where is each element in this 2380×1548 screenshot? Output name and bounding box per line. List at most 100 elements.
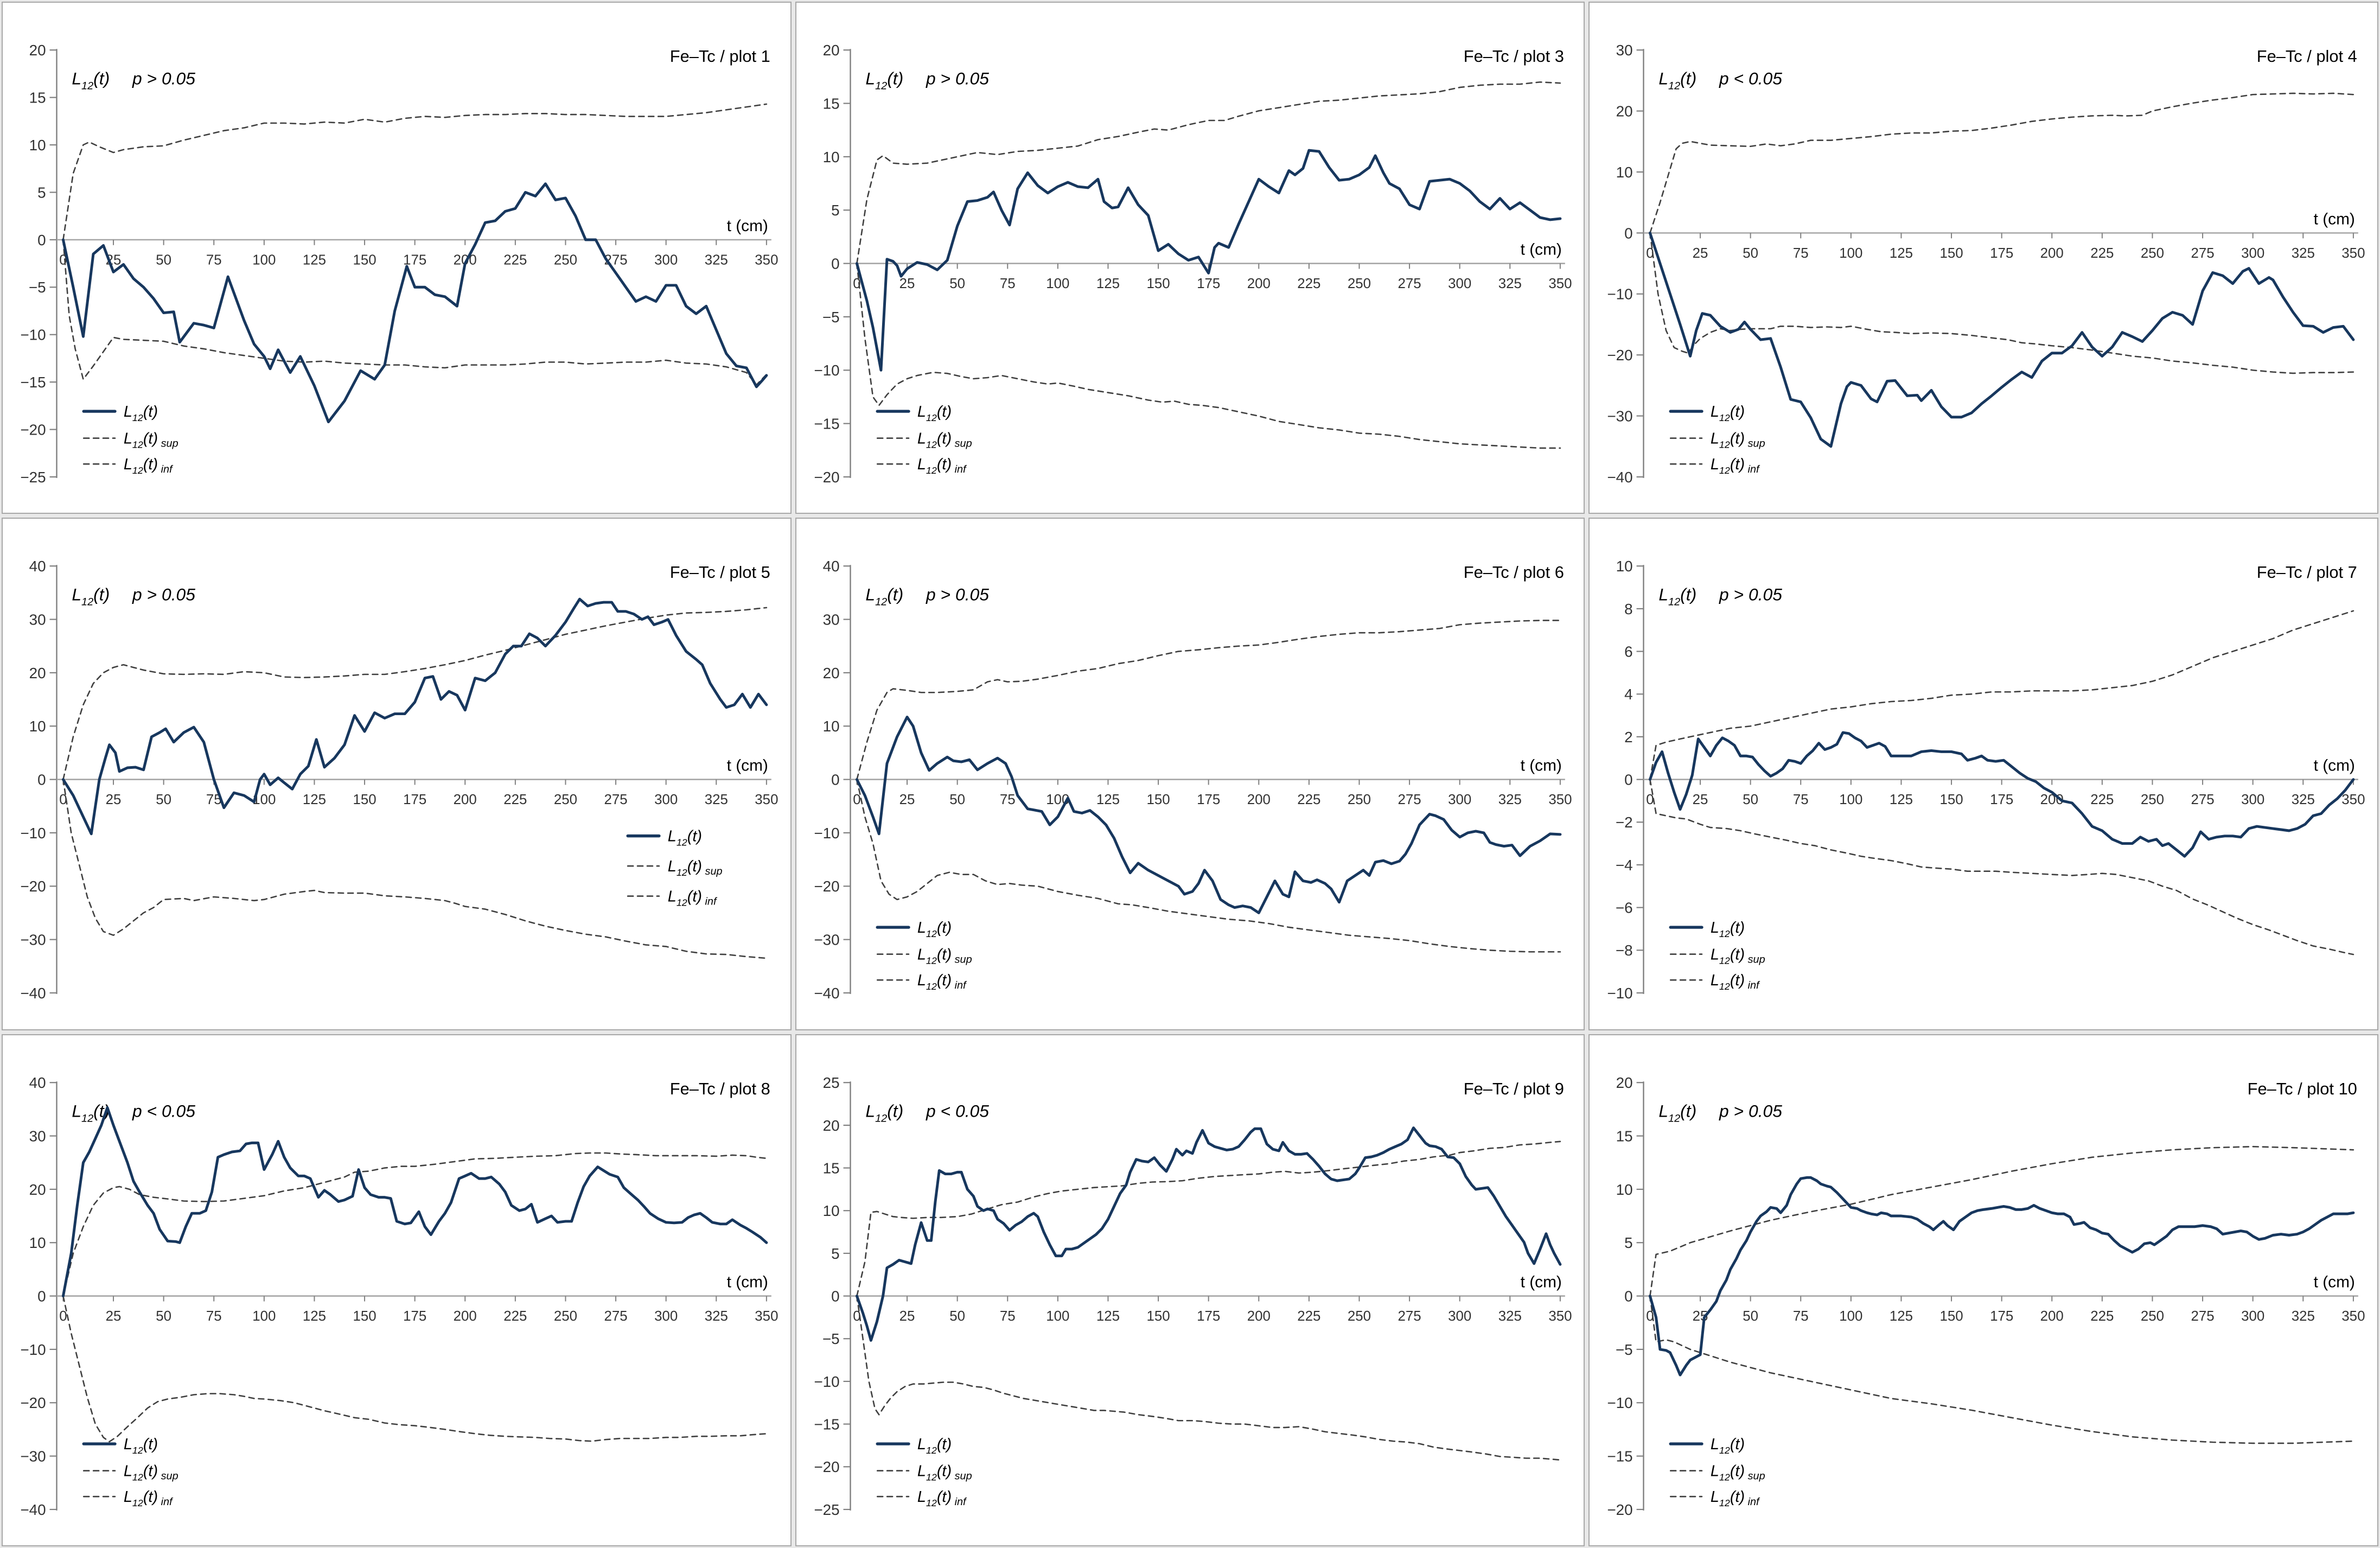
y-tick-label: −10 [1607, 985, 1633, 1002]
y-tick-label: −30 [814, 932, 839, 948]
chart-panel-plot-5: −40 −30 −20 −10 0 10 20 30 40 0 25 50 75 100 125 150 175… [2, 518, 792, 1030]
y-tick-label: −30 [1607, 408, 1633, 425]
legend-inf-label: L12(t) inf [917, 972, 967, 992]
chart-title: Fe–Tc / plot 3 [1463, 47, 1564, 66]
x-tick-label: 225 [503, 252, 527, 267]
stat-annotation: L12(t) p < 0.05 [865, 1101, 989, 1124]
x-axis-unit-label: t (cm) [1520, 241, 1561, 259]
x-tick-label: 50 [949, 1309, 965, 1324]
x-tick-label: 200 [1247, 1309, 1270, 1324]
x-tick-label: 325 [1498, 793, 1521, 808]
y-tick-label: 10 [822, 718, 839, 735]
legend-main-label: L12(t) [1711, 919, 1745, 939]
x-tick-label: 325 [1498, 276, 1521, 291]
legend-sup-label: L12(t) sup [1711, 946, 1765, 966]
y-tick-label: 40 [822, 558, 839, 575]
legend-sup-label: L12(t) sup [668, 858, 723, 878]
y-tick-label: −30 [20, 932, 46, 948]
x-tick-label: 250 [2141, 1309, 2164, 1324]
x-tick-label: 50 [156, 793, 171, 808]
x-tick-label: 300 [654, 793, 678, 808]
legend: L12(t) L12(t) sup L12(t) inf [626, 828, 723, 908]
y-tick-label: −6 [1616, 900, 1633, 916]
x-tick-label: 125 [1890, 246, 1913, 261]
series-main-line [1649, 1176, 2355, 1377]
x-tick-label: 300 [1448, 1309, 1471, 1324]
x-tick-label: 350 [1548, 793, 1572, 808]
y-tick-label: −20 [20, 1394, 46, 1411]
x-tick-label: 50 [156, 252, 171, 267]
x-axis-unit-label: t (cm) [1520, 1273, 1561, 1291]
legend-sup-label: L12(t) sup [124, 430, 178, 450]
y-tick-label: 5 [37, 184, 46, 201]
chart-panel-plot-3: −20 −15 −10 −5 0 5 10 15 20 0 25 50 75 100 125 150 175 20… [795, 2, 1585, 514]
x-axis-unit-label: t (cm) [1520, 757, 1561, 775]
y-tick-label: 30 [822, 611, 839, 628]
y-tick-label: −8 [1616, 942, 1633, 959]
legend-sup-label: L12(t) sup [917, 430, 972, 450]
y-tick-label: 0 [831, 772, 840, 788]
legend: L12(t) L12(t) sup L12(t) inf [876, 919, 972, 992]
y-tick-label: −5 [1616, 1341, 1633, 1358]
x-tick-label: 75 [206, 252, 222, 267]
x-tick-label: 175 [1990, 1309, 2013, 1324]
y-tick-label: −10 [1607, 286, 1633, 303]
legend: L12(t) L12(t) sup L12(t) inf [876, 403, 972, 476]
y-tick-label: −15 [814, 416, 839, 432]
legend: L12(t) L12(t) sup L12(t) inf [82, 1436, 178, 1508]
y-tick-label: −40 [1607, 469, 1633, 486]
legend: L12(t) L12(t) sup L12(t) inf [1669, 403, 1765, 476]
x-tick-label: 250 [1348, 793, 1371, 808]
x-axis-unit-label: t (cm) [2314, 1273, 2355, 1291]
legend: L12(t) L12(t) sup L12(t) inf [82, 403, 178, 476]
y-tick-label: −2 [1616, 814, 1633, 831]
y-tick-label: 20 [29, 42, 46, 59]
y-tick-label: −15 [20, 374, 46, 391]
y-tick-label: −30 [20, 1448, 46, 1464]
x-tick-label: 150 [1940, 793, 1963, 808]
x-tick-label: 25 [1693, 246, 1708, 261]
x-tick-label: 175 [403, 793, 426, 808]
y-tick-label: −5 [822, 309, 839, 326]
legend-main-label: L12(t) [917, 919, 952, 939]
x-tick-label: 150 [353, 793, 376, 808]
y-tick-label: 0 [831, 256, 840, 272]
legend-main-label: L12(t) [917, 1436, 952, 1456]
chart-title: Fe–Tc / plot 4 [2257, 47, 2357, 66]
y-tick-label: 20 [822, 42, 839, 59]
y-tick-label: 10 [822, 149, 839, 165]
x-tick-label: 250 [2141, 246, 2164, 261]
legend-sup-label: L12(t) sup [917, 1462, 972, 1482]
series-main-line [61, 1106, 768, 1297]
y-tick-label: 40 [29, 558, 46, 575]
y-tick-label: 30 [29, 611, 46, 628]
y-tick-label: 10 [1616, 1181, 1633, 1197]
y-tick-label: −15 [1607, 1448, 1633, 1464]
y-tick-label: −10 [20, 327, 46, 343]
x-tick-label: 50 [949, 793, 965, 808]
x-tick-label: 125 [1890, 793, 1913, 808]
legend-inf-label: L12(t) inf [917, 1488, 967, 1508]
legend: L12(t) L12(t) sup L12(t) inf [1669, 919, 1765, 992]
x-tick-label: 75 [1000, 793, 1016, 808]
y-tick-label: 6 [1624, 644, 1633, 660]
chart-title: Fe–Tc / plot 8 [670, 1079, 770, 1098]
x-tick-label: 325 [2292, 793, 2315, 808]
stat-annotation: L12(t) p > 0.05 [1659, 1101, 1783, 1124]
x-tick-label: 350 [2342, 246, 2365, 261]
y-tick-label: 5 [1624, 1234, 1633, 1251]
chart-panel-plot-1: −25 −20 −15 −10 −5 0 5 10 15 20 0 25 50 75 100 125 150 17… [2, 2, 792, 514]
x-tick-label: 50 [949, 276, 965, 291]
y-tick-label: −20 [1607, 1501, 1633, 1518]
x-tick-label: 300 [654, 1309, 678, 1324]
x-tick-label: 125 [1096, 276, 1120, 291]
y-tick-label: −25 [20, 469, 46, 486]
legend-main-label: L12(t) [1711, 403, 1745, 423]
series-sup-line [1649, 1145, 2355, 1297]
series-inf-line [856, 1295, 1561, 1461]
x-tick-label: 225 [2091, 1309, 2114, 1324]
series-inf-line [1649, 232, 2355, 374]
chart-panel-plot-7: −10 −8 −6 −4 −2 0 2 4 6 8 10 0 25 50 75 100 125 150 175 200… [1588, 518, 2378, 1030]
